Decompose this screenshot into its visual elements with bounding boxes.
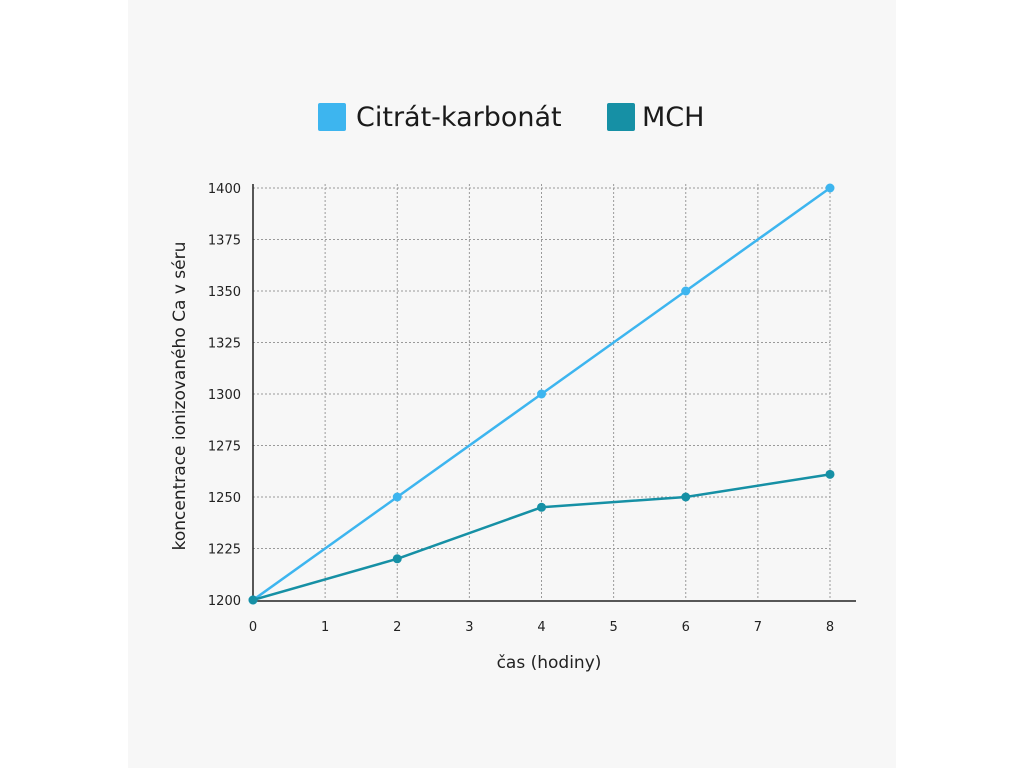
x-tick-label: 5 <box>609 620 617 635</box>
y-tick-label: 1200 <box>208 594 241 609</box>
data-point-1 <box>681 286 691 296</box>
data-point-1 <box>825 183 835 193</box>
axes <box>252 184 856 602</box>
series-layer <box>248 183 835 605</box>
chart: Citrát-karbonát MCH 120012251250127513001… <box>170 102 856 673</box>
legend: Citrát-karbonát MCH <box>318 102 704 133</box>
y-tick-label: 1250 <box>208 491 241 506</box>
x-tick-label: 7 <box>754 620 762 635</box>
data-point-1 <box>392 492 402 502</box>
y-axis-title: koncentrace ionizovaného Ca v séru <box>170 242 190 551</box>
data-point-1 <box>537 389 546 399</box>
data-point-2 <box>681 492 691 502</box>
y-tick-label: 1275 <box>208 440 241 455</box>
data-point-2 <box>537 502 546 512</box>
chart-panel: Citrát-karbonát MCH 1200 1225 1250 1275 1300 1… <box>128 0 896 768</box>
y-tick-label: 1325 <box>208 337 241 352</box>
x-tick-label: 4 <box>537 620 545 635</box>
x-tick-label: 6 <box>682 620 690 635</box>
tick-labels: 1200 1225 1250 1275 1300 1325 1350 1375 1400 0 1 2 3… <box>208 182 834 635</box>
y-tick-label: 1375 <box>208 234 241 249</box>
x-tick-label: 0 <box>249 620 257 635</box>
grid <box>253 184 831 600</box>
legend-label-1: Citrát-karbonát <box>356 102 562 133</box>
y-tick-label: 1350 <box>208 285 241 300</box>
legend-swatch-1 <box>318 103 346 131</box>
y-tick-label: 1400 <box>208 182 241 197</box>
x-tick-label: 1 <box>321 620 329 635</box>
data-point-2 <box>248 595 258 605</box>
legend-swatch-2 <box>607 103 635 131</box>
x-tick-label: 8 <box>826 620 834 635</box>
x-tick-label: 2 <box>393 620 401 635</box>
x-axis-title: čas (hodiny) <box>497 653 602 673</box>
y-tick-label: 1225 <box>208 543 241 558</box>
data-point-2 <box>392 554 402 564</box>
legend-label-2: MCH <box>642 102 704 133</box>
x-tick-label: 3 <box>465 620 473 635</box>
data-point-2 <box>825 469 835 479</box>
y-tick-label: 1300 <box>208 388 241 403</box>
